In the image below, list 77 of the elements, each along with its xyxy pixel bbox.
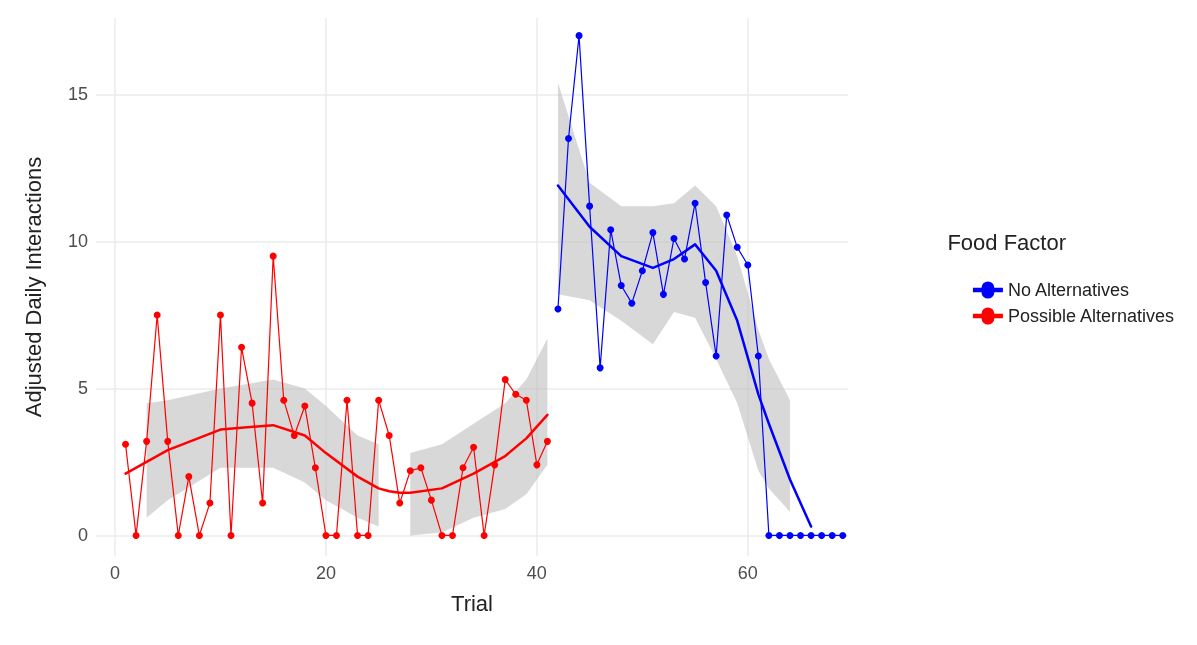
point [670,234,678,242]
point [501,376,509,384]
x-tick-label: 60 [737,563,758,583]
point [364,531,372,539]
point [543,437,551,445]
point [575,32,583,40]
point [438,531,446,539]
point [533,461,541,469]
y-axis-title: Adjusted Daily Interactions [20,156,46,418]
point [238,343,246,351]
point [691,199,699,207]
x-tick-label: 20 [315,563,336,583]
point [449,531,456,539]
point [638,267,646,275]
point [406,467,414,475]
point [427,496,435,504]
point [143,437,151,445]
point [596,364,604,372]
legend-label: No Alternatives [1007,280,1129,300]
point [702,279,710,287]
point [174,531,182,539]
point [649,229,657,237]
point [195,531,203,539]
y-tick-label: 10 [67,231,88,252]
point [269,252,277,260]
point [744,261,752,269]
point [712,352,720,360]
point [385,431,393,439]
point [122,440,130,448]
point [417,464,425,472]
legend-label: Possible Alternatives [1007,306,1175,326]
point [765,531,773,539]
point [797,531,805,539]
x-tick-label: 40 [526,563,547,583]
point [227,531,235,539]
x-tick-label: 0 [109,563,120,583]
point [586,202,594,210]
point [301,402,309,410]
point [839,531,847,539]
point [459,464,467,472]
point [617,282,625,290]
point [164,437,172,445]
point [480,531,488,539]
point [311,464,319,472]
y-tick-label: 15 [67,84,88,105]
y-tick-label: 0 [77,525,88,546]
point [470,443,478,451]
point [607,226,615,234]
point [786,531,794,539]
point [396,499,404,507]
point [818,531,826,539]
point [628,299,636,307]
point [280,396,288,404]
point [354,531,362,539]
point [375,396,383,404]
point [659,290,667,298]
point [512,390,520,398]
point [185,473,193,481]
point [754,352,762,360]
point [723,211,731,219]
point [132,531,140,539]
point [681,255,689,263]
point [775,531,783,539]
point [248,399,256,407]
point [259,499,267,507]
y-tick-label: 5 [77,378,88,399]
point [332,531,340,539]
x-axis-title: Trial [451,590,493,616]
point [565,135,572,143]
point [322,531,330,539]
point [522,396,530,404]
point [733,243,741,251]
point [807,531,815,539]
point [216,311,224,319]
point [828,531,836,539]
legend-title: Food Factor [947,229,1066,255]
point [153,311,161,319]
